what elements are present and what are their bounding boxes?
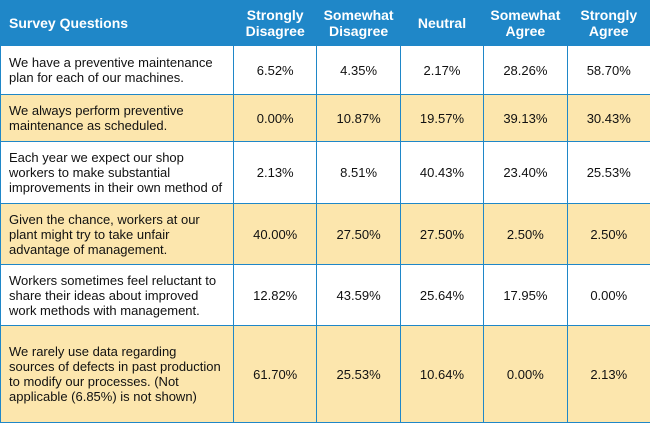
value-cell: 25.64% <box>399 264 485 326</box>
table-row: Given the chance, workers at our plant m… <box>0 203 650 265</box>
value-cell: 27.50% <box>316 203 401 265</box>
value-cell: 2.50% <box>483 203 568 265</box>
value-cell: 2.13% <box>566 325 650 423</box>
value-cell: 2.50% <box>566 203 650 265</box>
header-row: Survey Questions Strongly Disagree Somew… <box>0 0 650 46</box>
question-cell: We have a preventive maintenance plan fo… <box>0 45 234 95</box>
table-row: Workers sometimes feel reluctant to shar… <box>0 264 650 326</box>
table-row: Each year we expect our shop workers to … <box>0 141 650 204</box>
value-cell: 10.87% <box>316 94 401 142</box>
value-cell: 27.50% <box>399 203 485 265</box>
value-cell: 39.13% <box>483 94 568 142</box>
column-header: Somewhat Agree <box>483 0 568 46</box>
value-cell: 30.43% <box>566 94 650 142</box>
value-cell: 0.00% <box>566 264 650 326</box>
value-cell: 43.59% <box>316 264 401 326</box>
value-cell: 40.00% <box>232 203 318 265</box>
table-row: We have a preventive maintenance plan fo… <box>0 45 650 95</box>
table-row: We always perform preventive maintenance… <box>0 94 650 142</box>
value-cell: 6.52% <box>232 45 318 95</box>
value-cell: 23.40% <box>483 141 568 204</box>
value-cell: 2.13% <box>232 141 318 204</box>
column-header: Strongly Agree <box>566 0 650 46</box>
value-cell: 58.70% <box>566 45 650 95</box>
column-header: Survey Questions <box>0 0 234 46</box>
value-cell: 28.26% <box>483 45 568 95</box>
value-cell: 10.64% <box>399 325 485 423</box>
question-cell: Workers sometimes feel reluctant to shar… <box>0 264 234 326</box>
value-cell: 0.00% <box>232 94 318 142</box>
column-header: Strongly Disagree <box>232 0 318 46</box>
value-cell: 61.70% <box>232 325 318 423</box>
column-header: Somewhat Disagree <box>316 0 401 46</box>
value-cell: 40.43% <box>399 141 485 204</box>
value-cell: 19.57% <box>399 94 485 142</box>
value-cell: 4.35% <box>316 45 401 95</box>
value-cell: 25.53% <box>566 141 650 204</box>
question-cell: We always perform preventive maintenance… <box>0 94 234 142</box>
value-cell: 0.00% <box>483 325 568 423</box>
question-cell: We rarely use data regarding sources of … <box>0 325 234 423</box>
question-cell: Given the chance, workers at our plant m… <box>0 203 234 265</box>
table-row: We rarely use data regarding sources of … <box>0 325 650 423</box>
value-cell: 17.95% <box>483 264 568 326</box>
value-cell: 8.51% <box>316 141 401 204</box>
column-header: Neutral <box>399 0 485 46</box>
value-cell: 2.17% <box>399 45 485 95</box>
value-cell: 25.53% <box>316 325 401 423</box>
question-cell: Each year we expect our shop workers to … <box>0 141 234 204</box>
value-cell: 12.82% <box>232 264 318 326</box>
